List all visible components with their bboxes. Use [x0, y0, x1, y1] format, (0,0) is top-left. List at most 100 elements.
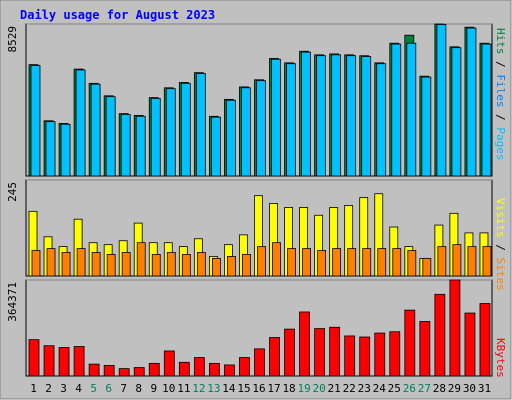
- bar-kbytes-day-29: [449, 279, 461, 377]
- bar-files-day-31: [481, 43, 492, 177]
- bar-sites-day-3: [61, 252, 71, 277]
- bar-files-day-1: [30, 65, 41, 177]
- bar-files-day-28: [436, 24, 447, 177]
- legend-kbytes: KBytes: [494, 338, 507, 378]
- bar-kbytes-day-8: [133, 367, 145, 377]
- bar-files-day-16: [256, 80, 266, 177]
- bar-files-day-19: [301, 51, 311, 177]
- bar-kbytes-day-30: [464, 312, 476, 377]
- bar-sites-day-12: [196, 252, 206, 277]
- x-tick-label: 10: [162, 382, 175, 395]
- bar-sites-day-7: [121, 252, 131, 277]
- bar-kbytes-day-13: [208, 362, 220, 377]
- x-tick-label: 23: [358, 382, 371, 395]
- legend-separator: /: [494, 55, 507, 75]
- bar-sites-day-15: [242, 254, 251, 277]
- x-tick-label: 12: [192, 382, 205, 395]
- bar-kbytes-day-22: [344, 335, 356, 377]
- bar-files-day-8: [135, 115, 146, 177]
- bar-kbytes-day-28: [434, 293, 446, 377]
- x-tick-label: 22: [343, 382, 356, 395]
- x-tick-label: 30: [463, 382, 476, 395]
- bar-files-day-29: [451, 47, 462, 177]
- legend-kbytes: KBytes: [494, 338, 507, 378]
- panel-kbytes: 364371 KBytes: [6, 279, 507, 378]
- bar-sites-day-17: [272, 242, 281, 277]
- bar-sites-day-4: [76, 248, 86, 277]
- x-tick-label: 31: [478, 382, 491, 395]
- bar-files-day-15: [241, 87, 251, 177]
- x-tick-label: 2: [45, 382, 52, 395]
- bar-kbytes-day-20: [314, 328, 326, 377]
- bar-kbytes-day-14: [224, 364, 235, 377]
- x-tick-label: 20: [313, 382, 326, 395]
- bar-files-day-27: [421, 76, 432, 177]
- bar-files-day-21: [331, 54, 342, 177]
- bar-files-day-18: [286, 63, 296, 177]
- bar-files-day-30: [466, 27, 477, 177]
- bar-sites-day-9: [151, 254, 161, 277]
- bar-sites-day-25: [392, 248, 402, 277]
- bar-sites-day-6: [106, 254, 116, 277]
- x-tick-label: 3: [60, 382, 67, 395]
- legend-sites: Sites: [494, 258, 507, 291]
- panel-sites-visits: 245 Visits / Sites: [6, 179, 507, 291]
- bar-files-day-24: [376, 63, 387, 177]
- bar-files-day-26: [406, 42, 417, 177]
- x-tick-label: 11: [177, 382, 190, 395]
- bar-files-day-6: [105, 96, 116, 177]
- bar-kbytes-day-19: [299, 311, 310, 377]
- x-tick-label: 28: [433, 382, 446, 395]
- bar-kbytes-day-1: [28, 339, 40, 377]
- bar-sites-day-10: [166, 252, 176, 277]
- bar-files-day-2: [45, 121, 56, 177]
- bar-kbytes-day-21: [329, 326, 341, 377]
- bar-kbytes-day-2: [43, 345, 55, 377]
- bar-sites-day-31: [482, 246, 492, 277]
- x-tick-label: 21: [328, 382, 341, 395]
- bar-sites-day-2: [46, 248, 56, 277]
- bar-sites-day-30: [467, 246, 477, 277]
- bar-files-day-4: [75, 69, 86, 177]
- bar-files-day-9: [150, 98, 161, 177]
- x-tick-label: 5: [90, 382, 97, 395]
- bar-sites-day-27: [422, 257, 432, 277]
- x-axis-tick-labels: 1 2 3 4 5 6 7 8 9 10 11 12 13 14 15 16 17 18 19 20 21 22 23 24 2…: [30, 382, 491, 395]
- legend-pages-files-hits: Hits / Files / Pages: [494, 28, 507, 161]
- bar-kbytes-day-11: [178, 361, 190, 377]
- bar-sites-day-29: [452, 244, 462, 277]
- x-tick-label: 7: [120, 382, 127, 395]
- bar-kbytes-day-7: [118, 368, 130, 377]
- bar-files-day-17: [271, 58, 281, 177]
- bar-sites-day-5: [91, 252, 101, 277]
- bar-files-day-13: [210, 116, 221, 177]
- bar-files-day-23: [361, 56, 372, 177]
- y-max-label: 8529: [6, 26, 19, 53]
- bar-kbytes-day-3: [58, 347, 70, 377]
- y-max-label: 364371: [6, 282, 19, 322]
- bar-kbytes-day-24: [374, 332, 386, 377]
- x-tick-label: 19: [297, 382, 310, 395]
- bar-sites-day-22: [347, 248, 357, 277]
- bar-kbytes-day-12: [193, 357, 205, 377]
- x-tick-label: 27: [418, 382, 431, 395]
- bar-kbytes-day-9: [148, 362, 160, 377]
- x-tick-label: 4: [75, 382, 82, 395]
- x-tick-label: 26: [403, 382, 416, 395]
- bar-kbytes-day-27: [419, 321, 431, 377]
- x-tick-label: 17: [267, 382, 280, 395]
- x-tick-label: 14: [222, 382, 236, 395]
- bar-sites-day-28: [437, 246, 447, 277]
- bar-sites-day-23: [362, 248, 372, 277]
- bar-kbytes-day-23: [359, 336, 371, 377]
- bar-kbytes-day-16: [254, 348, 265, 377]
- bar-sites-day-19: [302, 248, 311, 277]
- bar-sites-day-20: [317, 250, 327, 277]
- x-tick-label: 29: [448, 382, 461, 395]
- bar-kbytes-day-31: [479, 303, 491, 377]
- bar-files-day-22: [346, 55, 357, 177]
- legend-sites-visits: Visits / Sites: [494, 198, 507, 291]
- panel-pages-files-hits: 8529 Hits / Files / Pages: [6, 23, 507, 177]
- x-tick-label: 15: [237, 382, 250, 395]
- legend-pages: Pages: [494, 127, 507, 160]
